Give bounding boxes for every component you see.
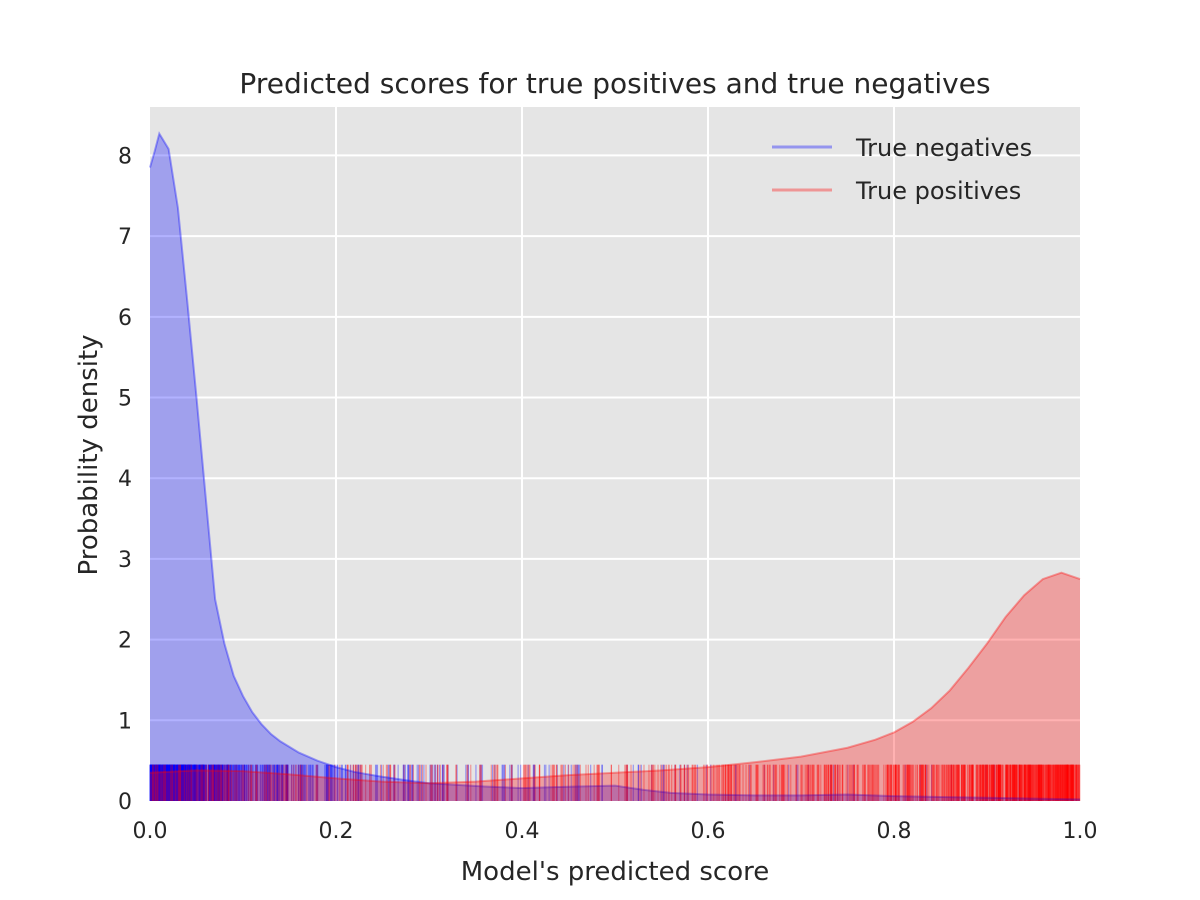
- x-tick-label: 1.0: [1063, 819, 1098, 844]
- legend-label: True positives: [855, 177, 1021, 205]
- density-area-positives: [150, 572, 1080, 801]
- rug-plot: [149, 764, 1081, 801]
- x-axis-ticks: 0.0 0.2 0.4 0.6 0.8 1.0: [133, 819, 1098, 844]
- plot-background: [150, 107, 1080, 801]
- chart-title: Predicted scores for true positives and …: [239, 67, 990, 100]
- density-line-negatives: [149, 131, 1081, 801]
- y-tick-label: 0: [118, 790, 132, 815]
- y-tick-label: 7: [118, 225, 132, 250]
- y-axis-ticks: 0 1 2 3 4 5 6 7 8: [118, 144, 132, 815]
- y-tick-label: 2: [118, 629, 132, 654]
- x-tick-label: 0.6: [691, 819, 726, 844]
- y-axis-label: Probability density: [74, 334, 104, 575]
- grid-lines: [150, 107, 1080, 801]
- y-tick-label: 1: [118, 709, 132, 734]
- legend-label: True negatives: [855, 134, 1032, 162]
- y-tick-label: 8: [118, 144, 132, 169]
- density-area-negatives: [150, 133, 1080, 801]
- x-tick-label: 0.2: [319, 819, 354, 844]
- legend: True negatives True positives: [772, 134, 1032, 205]
- density-areas: [149, 131, 1081, 801]
- x-tick-label: 0.8: [877, 819, 912, 844]
- x-tick-label: 0.0: [133, 819, 168, 844]
- x-tick-label: 0.4: [505, 819, 540, 844]
- y-tick-label: 5: [118, 387, 132, 412]
- y-tick-label: 3: [118, 548, 132, 573]
- x-axis-label: Model's predicted score: [461, 857, 769, 887]
- y-tick-label: 4: [118, 467, 132, 492]
- density-line-positives: [149, 571, 1081, 785]
- y-tick-label: 6: [118, 306, 132, 331]
